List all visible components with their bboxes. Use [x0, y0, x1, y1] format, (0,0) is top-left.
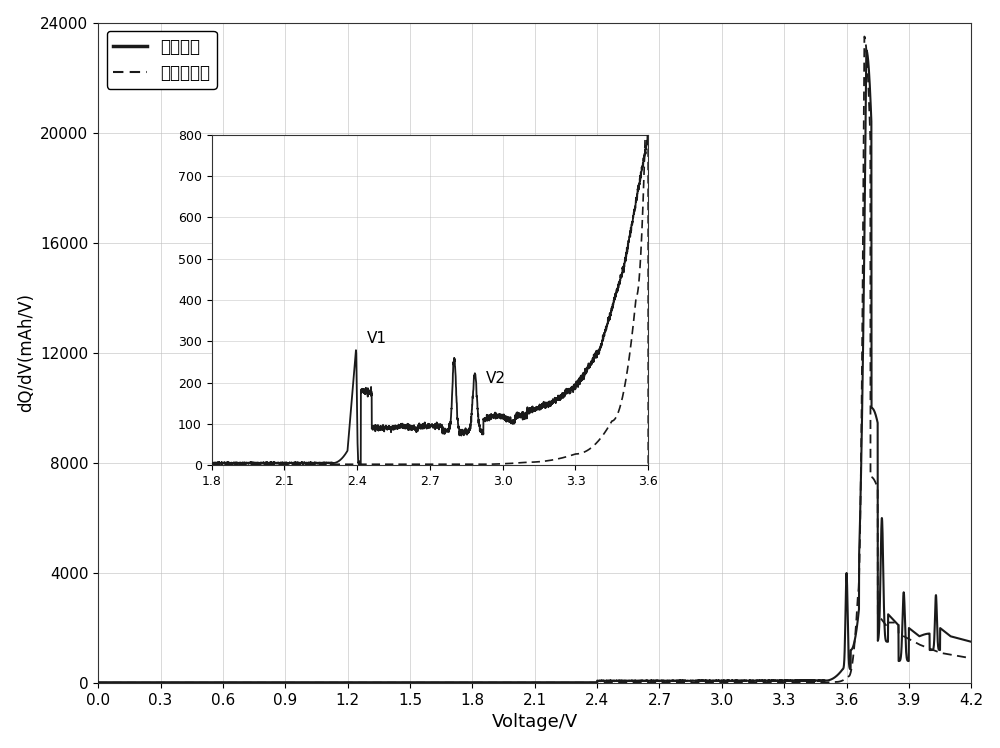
X-axis label: Voltage/V: Voltage/V: [492, 714, 578, 732]
Legend: 首次充电, 第二次充电: 首次充电, 第二次充电: [107, 31, 217, 89]
Y-axis label: dQ/dV(mAh/V): dQ/dV(mAh/V): [17, 293, 35, 412]
